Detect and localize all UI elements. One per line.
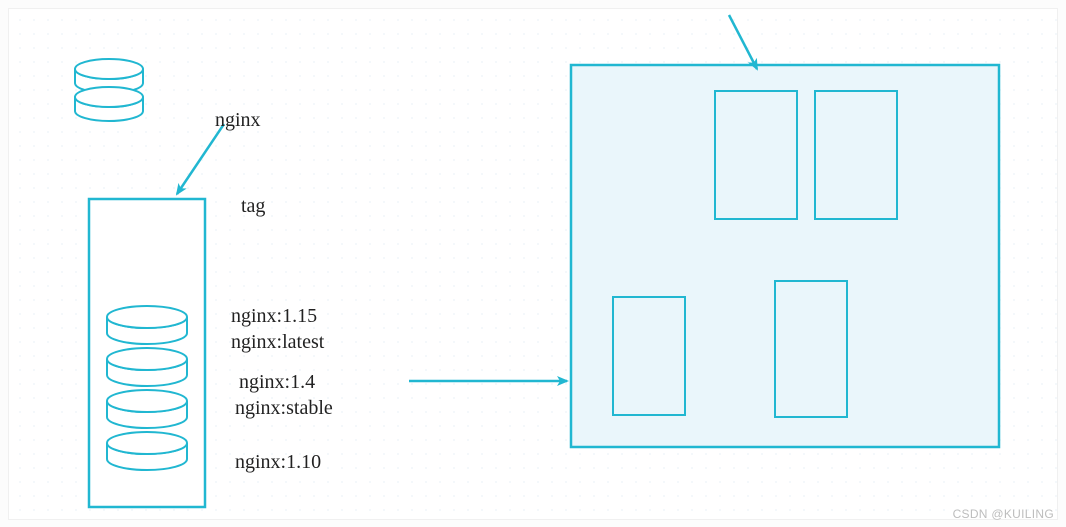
label-tag: tag xyxy=(241,195,265,218)
label-title: nginx xyxy=(215,109,261,132)
diagram-svg xyxy=(9,9,1057,519)
tag-label-1: nginx:latest xyxy=(231,331,324,354)
page-frame: nginx tag nginx:1.15 nginx:latest nginx:… xyxy=(8,8,1058,520)
tag-label-0: nginx:1.15 xyxy=(231,305,317,328)
watermark: CSDN @KUILING xyxy=(953,507,1054,521)
tag-label-3: nginx:stable xyxy=(235,397,333,420)
tag-label-4: nginx:1.10 xyxy=(235,451,321,474)
tag-label-2: nginx:1.4 xyxy=(239,371,315,394)
